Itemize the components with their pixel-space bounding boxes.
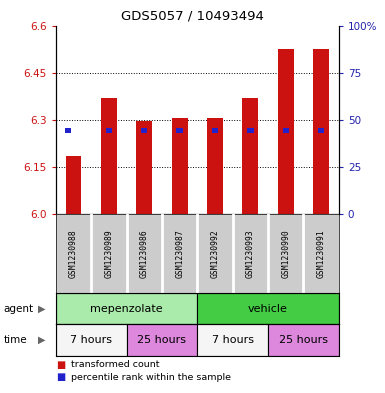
Bar xyxy=(141,128,147,133)
Bar xyxy=(212,128,218,133)
Bar xyxy=(101,98,117,214)
Bar xyxy=(247,128,254,133)
Text: GSM1230992: GSM1230992 xyxy=(211,229,219,278)
Bar xyxy=(56,324,127,356)
Text: 7 hours: 7 hours xyxy=(70,335,112,345)
Bar xyxy=(106,128,112,133)
Bar xyxy=(283,128,289,133)
Text: 7 hours: 7 hours xyxy=(212,335,254,345)
Text: 25 hours: 25 hours xyxy=(279,335,328,345)
Text: GDS5057 / 10493494: GDS5057 / 10493494 xyxy=(121,10,264,23)
Text: GSM1230986: GSM1230986 xyxy=(140,229,149,278)
Text: mepenzolate: mepenzolate xyxy=(90,303,163,314)
Bar xyxy=(318,128,324,133)
Text: GSM1230989: GSM1230989 xyxy=(104,229,114,278)
Text: percentile rank within the sample: percentile rank within the sample xyxy=(71,373,231,382)
Text: GSM1230988: GSM1230988 xyxy=(69,229,78,278)
Text: GSM1230987: GSM1230987 xyxy=(175,229,184,278)
Bar xyxy=(197,293,339,324)
Bar xyxy=(278,49,294,214)
Bar xyxy=(268,324,339,356)
Bar xyxy=(56,293,197,324)
Text: vehicle: vehicle xyxy=(248,303,288,314)
Text: GSM1230993: GSM1230993 xyxy=(246,229,255,278)
Text: agent: agent xyxy=(4,303,34,314)
Bar xyxy=(136,121,152,214)
Text: ■: ■ xyxy=(56,372,65,382)
Text: ▶: ▶ xyxy=(38,303,45,314)
Text: 25 hours: 25 hours xyxy=(137,335,186,345)
Bar xyxy=(65,128,71,133)
Bar xyxy=(127,324,197,356)
Text: transformed count: transformed count xyxy=(71,360,160,369)
Text: GSM1230991: GSM1230991 xyxy=(316,229,326,278)
Bar xyxy=(197,324,268,356)
Bar xyxy=(172,118,187,214)
Bar xyxy=(176,128,183,133)
Bar xyxy=(243,98,258,214)
Bar xyxy=(65,156,82,214)
Text: time: time xyxy=(4,335,27,345)
Bar xyxy=(207,118,223,214)
Text: ▶: ▶ xyxy=(38,335,45,345)
Bar xyxy=(313,49,329,214)
Text: ■: ■ xyxy=(56,360,65,370)
Text: GSM1230990: GSM1230990 xyxy=(281,229,290,278)
